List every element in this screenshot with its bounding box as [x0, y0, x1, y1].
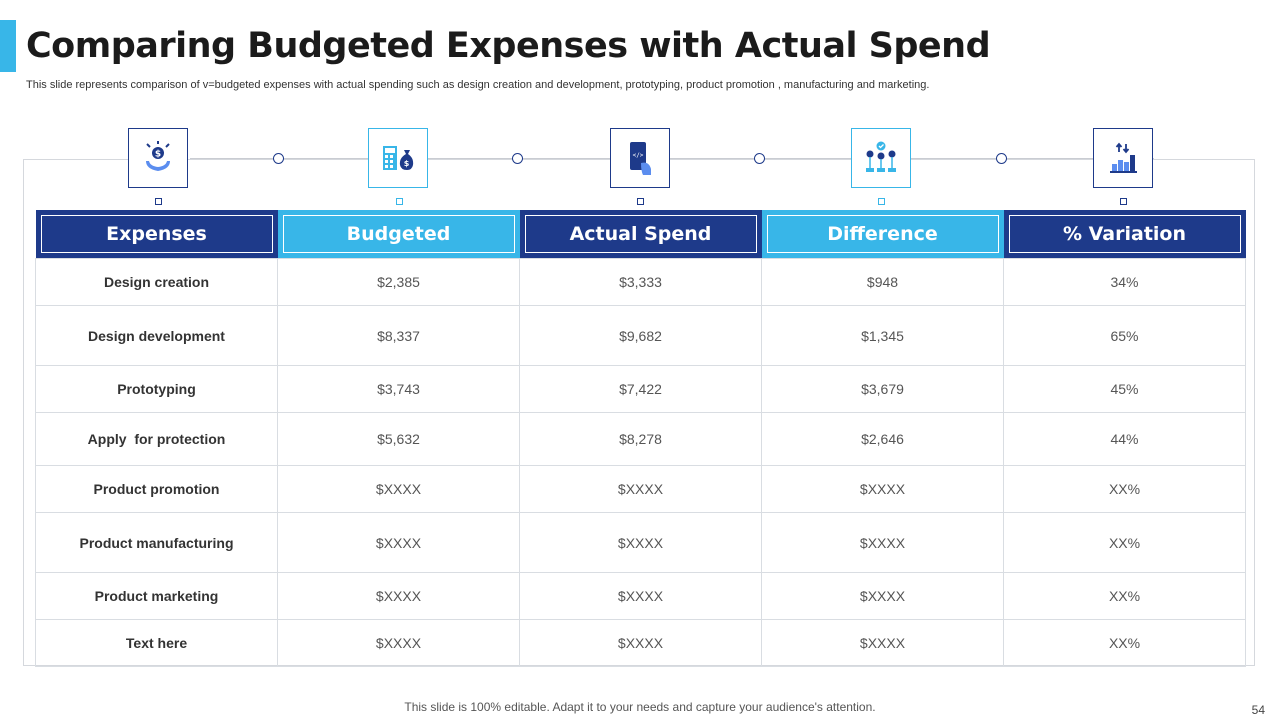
page-number: 54 [1251, 703, 1265, 717]
table-header-row: Expenses Budgeted Actual Spend Differenc… [35, 210, 1246, 259]
column-header-difference: Difference [761, 210, 1004, 259]
actual-spend-cell: $7,422 [519, 365, 762, 413]
difference-cell: $XXXX [761, 572, 1004, 620]
page-subtitle: This slide represents comparison of v=bu… [26, 79, 930, 91]
connector-line [190, 158, 1154, 159]
variation-cell: XX% [1003, 512, 1246, 573]
table-row: Product promotion $XXXX $XXXX $XXXX XX% [35, 465, 1246, 513]
variation-cell: XX% [1003, 465, 1246, 513]
connector-dot [996, 153, 1007, 164]
column-marker [1120, 198, 1127, 205]
actual-spend-cell: $XXXX [519, 572, 762, 620]
column-marker [396, 198, 403, 205]
difference-cell: $948 [761, 258, 1004, 306]
page-title: Comparing Budgeted Expenses with Actual … [26, 26, 991, 66]
expense-name-cell: Design creation [35, 258, 278, 306]
column-marker [878, 198, 885, 205]
table-row: Apply for protection $5,632 $8,278 $2,64… [35, 412, 1246, 466]
budgeted-cell: $XXXX [277, 512, 520, 573]
expense-name-cell: Design development [35, 305, 278, 366]
budgeted-cell: $5,632 [277, 412, 520, 466]
difference-cell: $2,646 [761, 412, 1004, 466]
actual-spend-cell: $XXXX [519, 465, 762, 513]
difference-cell: $XXXX [761, 619, 1004, 667]
expense-name-cell: Product manufacturing [35, 512, 278, 573]
expense-name-cell: Product marketing [35, 572, 278, 620]
connector-dot [273, 153, 284, 164]
difference-cell: $XXXX [761, 465, 1004, 513]
budgeted-cell: $2,385 [277, 258, 520, 306]
connector-dot [512, 153, 523, 164]
table-row: Product manufacturing $XXXX $XXXX $XXXX … [35, 512, 1246, 573]
expense-name-cell: Prototyping [35, 365, 278, 413]
dollar-hand-icon: $ [128, 128, 188, 188]
footer-note: This slide is 100% editable. Adapt it to… [404, 700, 876, 714]
variation-cell: XX% [1003, 619, 1246, 667]
actual-spend-cell: $3,333 [519, 258, 762, 306]
actual-spend-cell: $9,682 [519, 305, 762, 366]
expense-name-cell: Text here [35, 619, 278, 667]
budgeted-cell: $3,743 [277, 365, 520, 413]
expenses-table: Expenses Budgeted Actual Spend Differenc… [35, 210, 1246, 667]
calculator-money-bag-icon: $ [368, 128, 428, 188]
budgeted-cell: $XXXX [277, 619, 520, 667]
column-header-budgeted: Budgeted [277, 210, 520, 259]
table-row: Prototyping $3,743 $7,422 $3,679 45% [35, 365, 1246, 413]
connector-dot [754, 153, 765, 164]
variation-cell: 45% [1003, 365, 1246, 413]
column-header-expenses: Expenses [35, 210, 278, 259]
bar-chart-arrows-icon [1093, 128, 1153, 188]
budgeted-cell: $XXXX [277, 465, 520, 513]
difference-cell: $3,679 [761, 365, 1004, 413]
variation-cell: 34% [1003, 258, 1246, 306]
title-accent-bar [0, 20, 16, 72]
variation-cell: XX% [1003, 572, 1246, 620]
actual-spend-cell: $8,278 [519, 412, 762, 466]
actual-spend-cell: $XXXX [519, 619, 762, 667]
mobile-code-icon: </> [610, 128, 670, 188]
expense-name-cell: Apply for protection [35, 412, 278, 466]
budgeted-cell: $XXXX [277, 572, 520, 620]
table-row: Text here $XXXX $XXXX $XXXX XX% [35, 619, 1246, 667]
column-marker [637, 198, 644, 205]
expense-name-cell: Product promotion [35, 465, 278, 513]
icon-row: $ $ </> [0, 126, 1280, 210]
column-header-variation: % Variation [1003, 210, 1246, 259]
variation-cell: 65% [1003, 305, 1246, 366]
column-marker [155, 198, 162, 205]
network-check-icon [851, 128, 911, 188]
variation-cell: 44% [1003, 412, 1246, 466]
difference-cell: $1,345 [761, 305, 1004, 366]
svg-text:$: $ [155, 150, 161, 160]
svg-text:$: $ [404, 159, 410, 168]
budgeted-cell: $8,337 [277, 305, 520, 366]
column-header-actual-spend: Actual Spend [519, 210, 762, 259]
svg-text:</>: </> [633, 152, 644, 159]
table-row: Design development $8,337 $9,682 $1,345 … [35, 305, 1246, 366]
table-row: Design creation $2,385 $3,333 $948 34% [35, 258, 1246, 306]
table-row: Product marketing $XXXX $XXXX $XXXX XX% [35, 572, 1246, 620]
actual-spend-cell: $XXXX [519, 512, 762, 573]
difference-cell: $XXXX [761, 512, 1004, 573]
